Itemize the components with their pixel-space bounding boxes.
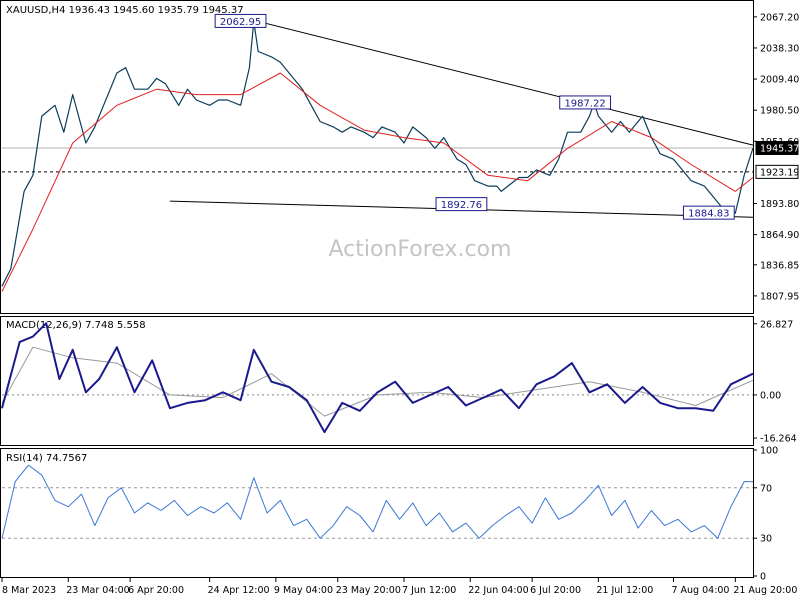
price-annotation-box — [559, 95, 612, 110]
price-annotation-box — [214, 13, 267, 28]
macd-signal-line — [1, 346, 754, 417]
moving-average-line — [1, 72, 754, 292]
macd-y-tick-label: 26.827 — [760, 319, 793, 330]
price-panel-title: XAUUSD,H4 1936.43 1945.60 1935.79 1945.3… — [6, 5, 244, 16]
x-tick-label: 22 Jun 04:00 — [468, 585, 528, 596]
axis-layer: 2067.202038.302009.401980.501951.601893.… — [1, 12, 799, 596]
rsi-y-tick-label: 100 — [760, 446, 778, 457]
price-annotation-box — [435, 197, 488, 212]
x-tick-label: 21 Aug 20:00 — [733, 585, 797, 596]
rsi-y-tick-label: 70 — [760, 483, 772, 494]
macd-line — [1, 322, 754, 434]
macd-y-tick-label: 0.00 — [760, 390, 781, 401]
x-tick-label: 6 Apr 20:00 — [128, 585, 184, 596]
price-annotation-label: 1892.76 — [441, 200, 482, 211]
rsi-panel-title: RSI(14) 74.7567 — [6, 453, 87, 464]
price-y-tick-label: 1836.85 — [760, 260, 799, 271]
x-tick-label: 23 Mar 04:00 — [66, 585, 129, 596]
x-tick-label: 8 Mar 2023 — [2, 585, 56, 596]
annotation-layer: 2062.95 1987.22 1892.76 1884.83 — [214, 13, 735, 220]
x-tick-label: 7 Jun 12:00 — [402, 585, 456, 596]
watermark: ActionForex.com — [329, 237, 512, 262]
price-y-tick-label: 1893.80 — [760, 199, 799, 210]
macd-panel-title: MACD(12,26,9) 7.748 5.558 — [6, 320, 146, 331]
price-value-box — [755, 140, 799, 155]
price-y-tick-label: 2038.30 — [760, 43, 799, 54]
rsi-line — [1, 464, 754, 539]
price-value-box — [755, 164, 799, 179]
price-value-label: 1945.37 — [760, 143, 799, 154]
x-tick-label: 24 Apr 12:00 — [208, 585, 270, 596]
price-y-tick-label: 1864.90 — [760, 230, 799, 241]
price-y-tick-label: 1980.50 — [760, 106, 799, 117]
series-layer — [1, 20, 754, 539]
x-tick-label: 23 May 20:00 — [336, 585, 401, 596]
rsi-y-tick-label: 30 — [760, 534, 772, 545]
price-annotation-box — [682, 205, 735, 220]
price-y-tick-label: 2067.20 — [760, 12, 799, 23]
price-annotation-label: 2062.95 — [220, 17, 261, 28]
price-panel — [0, 0, 754, 314]
price-value-label: 1923.19 — [760, 167, 799, 178]
price-y-tick-label: 2009.40 — [760, 75, 799, 86]
price-annotation-label: 1987.22 — [564, 98, 605, 109]
x-tick-label: 9 May 04:00 — [274, 585, 333, 596]
trendline — [253, 19, 754, 146]
macd-y-tick-label: -16.264 — [760, 434, 797, 445]
price-annotation-label: 1884.83 — [688, 209, 729, 220]
x-tick-label: 21 Jul 12:00 — [596, 585, 653, 596]
price-y-tick-label: 1807.95 — [760, 291, 799, 302]
x-tick-label: 6 Jul 20:00 — [530, 585, 581, 596]
rsi-y-tick-label: 0 — [760, 572, 766, 583]
macd-panel — [0, 316, 754, 446]
x-tick-label: 7 Aug 04:00 — [671, 585, 729, 596]
rsi-panel — [0, 448, 754, 578]
